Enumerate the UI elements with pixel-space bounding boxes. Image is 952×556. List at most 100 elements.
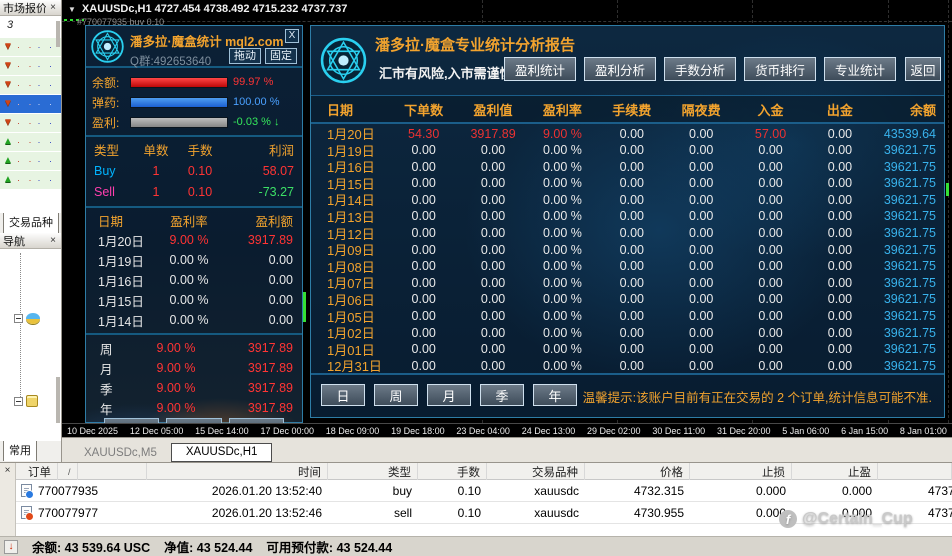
report-cell-commission: 0.00 — [619, 209, 644, 224]
report-cell-date: 1月01日 — [327, 342, 375, 358]
report-cell-date: 12月31日 — [327, 359, 382, 373]
navigator-tree[interactable] — [0, 249, 61, 441]
order-takeprofit: 0.000 — [841, 505, 872, 520]
market-watch-row[interactable]: ▼ · · · · — [0, 37, 61, 56]
ask-price: · · — [37, 136, 55, 147]
period-label: 月 — [100, 362, 113, 377]
period-amount: 3917.89 — [247, 361, 293, 375]
orders-col-header[interactable]: 交易品种 — [487, 463, 585, 480]
collapse-icon[interactable] — [14, 396, 23, 406]
order-doc-icon — [21, 506, 34, 521]
drag-button[interactable]: 拖动 — [229, 48, 261, 64]
report-nav-button[interactable]: 货币排行 — [744, 57, 816, 81]
market-watch-row[interactable]: ▲ · · · · — [0, 151, 61, 170]
chart-time-axis[interactable]: 10 Dec 2025 12 Dec 05:00 15 Dec 14:00 17 De… — [62, 423, 952, 437]
market-watch-symbol-list[interactable]: 3 ▼ · · · · ▼ · · · · ▼ · · · · ▼ · · · … — [0, 16, 61, 213]
ask-price: · · — [37, 41, 55, 52]
close-icon[interactable]: × — [4, 465, 11, 476]
report-table-row: 1月07日 0.00 0.00 0.00 % 0.00 0.00 0.00 0.… — [311, 273, 944, 292]
market-watch-row[interactable]: ▲ · · · · — [0, 170, 61, 189]
report-nav-buttons: 盈利统计 盈利分析 手数分析 货币排行 专业统计 — [504, 57, 896, 81]
report-table-row: 1月14日 0.00 0.00 0.00 % 0.00 0.00 0.00 0.… — [311, 190, 944, 209]
report-nav-button[interactable]: 手数分析 — [664, 57, 736, 81]
market-watch-row[interactable]: ▲ · · · · — [0, 132, 61, 151]
chart-tab-xauusdc-m5[interactable]: XAUUSDc,M5 — [84, 447, 157, 459]
orders-col-header[interactable]: 止盈 — [792, 463, 878, 480]
chevron-down-icon[interactable]: ▼ — [68, 4, 76, 14]
close-icon[interactable]: × — [50, 2, 56, 13]
period-button-日[interactable]: 日 — [321, 384, 365, 406]
stats-widget[interactable]: 潘多拉·魔盒统计 mql2.com Q群:492653640 X 拖动 固定 余… — [85, 25, 303, 429]
report-cell-commission: 0.00 — [619, 192, 644, 207]
time-axis-label: 19 Dec 18:00 — [391, 425, 445, 436]
period-profit-row: 季 9.00 % 3917.89 — [92, 378, 296, 398]
orders-col-header-blank — [878, 463, 952, 480]
pandora-logo-icon — [320, 37, 367, 84]
report-cell-swap: 0.00 — [689, 325, 714, 340]
time-axis-label: 12 Dec 05:00 — [129, 425, 184, 436]
report-table-row: 1月06日 0.00 0.00 0.00 % 0.00 0.00 0.00 0.… — [311, 290, 944, 308]
daily-col-header: 盈利率 — [170, 214, 208, 229]
tab-symbols[interactable]: 交易品种 — [0, 211, 61, 233]
period-amount: 3917.89 — [247, 401, 293, 415]
tree-node-accounts[interactable] — [14, 313, 40, 324]
report-nav-button[interactable]: 专业统计 — [824, 57, 896, 81]
order-stoploss: 0.000 — [755, 505, 786, 520]
gauge-value: 100.00 % — [233, 96, 280, 108]
report-cell-profit: 0.00 — [480, 226, 506, 241]
report-cell-balance: 39621.75 — [883, 325, 936, 340]
market-watch-row[interactable]: ▼ · · · · — [0, 75, 61, 94]
market-watch-titlebar[interactable]: 市场报价 × — [0, 0, 61, 16]
symbol-cell[interactable]: 3 — [0, 16, 61, 37]
bid-price: · · — [17, 41, 35, 52]
report-cell-commission: 0.00 — [619, 292, 644, 307]
chart-area[interactable]: ▼ XAUUSDc,H1 4727.454 4738.492 4715.232 … — [62, 0, 952, 437]
report-nav-button[interactable]: 盈利统计 — [504, 57, 576, 81]
order-ticket: 770077977 — [38, 505, 99, 520]
orders-col-header[interactable]: 手数 — [418, 463, 487, 480]
back-button[interactable]: 返回 — [905, 57, 941, 81]
period-button-季[interactable]: 季 — [480, 384, 524, 406]
collapse-icon[interactable] — [14, 314, 23, 323]
report-cell-orders: 0.00 — [411, 259, 436, 274]
market-watch-row[interactable]: ▼ · · · · — [0, 56, 61, 75]
period-profit-section: 周 9.00 % 3917.89 月 9.00 % 3917.89 季 9.00… — [86, 335, 302, 429]
report-cell-date: 1月09日 — [327, 243, 375, 259]
daily-col-header: 盈利额 — [255, 214, 293, 229]
orders-col-header[interactable]: 止损 — [690, 463, 792, 480]
orders-col-header[interactable]: 时间 — [147, 463, 328, 480]
price-direction-icon: ▼ — [3, 117, 13, 128]
report-cell-withdraw: 0.00 — [827, 126, 853, 141]
close-icon[interactable]: × — [50, 235, 56, 246]
chart-tab-xauusdc-h1[interactable]: XAUUSDc,H1 — [170, 443, 273, 462]
gauge-fill — [131, 97, 227, 107]
tab-symbols-label[interactable]: 交易品种 — [3, 211, 59, 233]
report-cell-withdraw: 0.00 — [827, 275, 853, 290]
report-panel[interactable]: 潘多拉·魔盒专业统计分析报告 汇市有风险,入市需谨慎！ 盈利统计 盈利分析 手数分析… — [310, 25, 945, 418]
navigator-titlebar[interactable]: 导航 × — [0, 233, 61, 249]
order-row[interactable]: 770077977 2026.01.20 13:52:46 sell 0.10 … — [16, 502, 952, 524]
orders-col-header[interactable]: 类型 — [328, 463, 418, 480]
tree-node-scripts[interactable] — [14, 395, 38, 407]
market-watch-scrollbar[interactable] — [56, 21, 60, 47]
period-button-年[interactable]: 年 — [533, 384, 577, 406]
period-button-月[interactable]: 月 — [427, 384, 471, 406]
chart-gridline — [948, 0, 949, 423]
navigator-title: 导航 — [3, 235, 25, 248]
orders-col-header[interactable]: 订单 / — [16, 463, 147, 480]
orders-col-header[interactable]: 价格 — [585, 463, 690, 480]
period-button-周[interactable]: 周 — [374, 384, 418, 406]
market-watch-row[interactable]: ▼ · · · · — [0, 94, 61, 113]
period-buttons: 日周月季年 — [321, 384, 577, 406]
tab-common-label[interactable]: 常用 — [3, 439, 37, 461]
report-col-header: 日期 — [327, 102, 354, 118]
navigator-scrollbar[interactable] — [56, 377, 60, 423]
stats-widget-header[interactable]: 潘多拉·魔盒统计 mql2.com Q群:492653640 X 拖动 固定 — [86, 26, 302, 68]
widget-close-button[interactable]: X — [285, 29, 299, 43]
tab-common[interactable]: 常用 — [0, 439, 61, 461]
pin-button[interactable]: 固定 — [265, 48, 297, 64]
report-nav-button[interactable]: 盈利分析 — [584, 57, 656, 81]
order-row[interactable]: 770077935 2026.01.20 13:52:40 buy 0.10 x… — [16, 480, 952, 502]
report-cell-date: 1月06日 — [327, 292, 375, 308]
market-watch-row[interactable]: ▼ · · · · — [0, 113, 61, 132]
